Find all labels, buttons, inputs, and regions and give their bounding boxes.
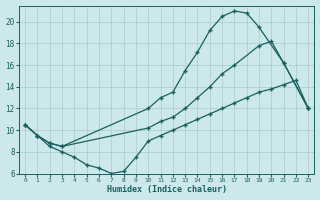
X-axis label: Humidex (Indice chaleur): Humidex (Indice chaleur) <box>107 185 227 194</box>
